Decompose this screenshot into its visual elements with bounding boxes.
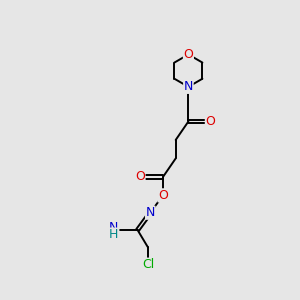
Text: N: N xyxy=(184,80,193,93)
Text: O: O xyxy=(206,115,215,128)
Text: Cl: Cl xyxy=(142,258,154,271)
Text: O: O xyxy=(135,170,145,183)
Text: H: H xyxy=(109,228,119,241)
Text: N: N xyxy=(109,221,119,234)
Text: O: O xyxy=(184,48,193,61)
Text: N: N xyxy=(146,206,155,219)
Text: O: O xyxy=(158,189,168,202)
